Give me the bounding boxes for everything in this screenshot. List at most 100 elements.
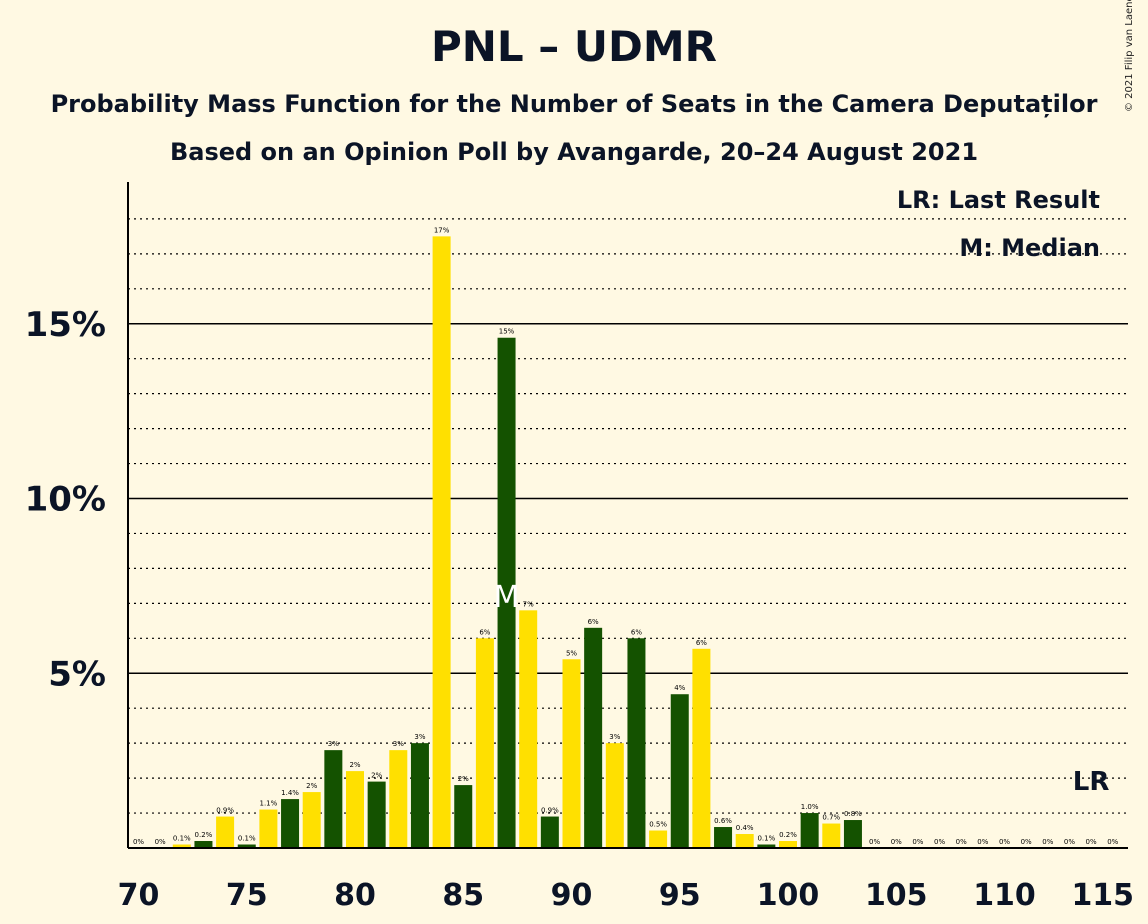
data-label: 0.1% [757,835,775,843]
bar-seat-74 [216,816,235,848]
data-label: 0.9% [541,807,559,815]
x-tick-label: 85 [442,878,484,913]
y-tick-label: 15% [25,305,106,345]
data-label: 17% [434,226,450,234]
data-label: 0% [869,838,880,846]
data-label: 0% [912,838,923,846]
bar-seat-97 [714,827,733,848]
data-label: 6% [479,628,490,636]
data-label: 7% [523,600,534,608]
x-tick-label: 90 [551,878,593,913]
data-label: 0% [977,838,988,846]
bar-seat-91 [584,627,603,848]
data-label: 3% [393,740,404,748]
bar-seat-85 [454,785,473,848]
data-label: 2% [306,782,317,790]
data-label: 0% [133,838,144,846]
chart-title: PNL – UDMR [430,22,718,71]
bar-seat-81 [367,781,386,848]
data-label: 0.7% [822,814,840,822]
data-label: 0% [1086,838,1097,846]
axes: 5% 10% 15% 70 75 80 85 90 95 100 105 110 115 [25,182,1134,913]
data-label: 4% [674,684,685,692]
bar-seat-94 [649,830,668,848]
data-label: 5% [566,649,577,657]
data-label: 3% [328,740,339,748]
bar-seat-82 [389,750,408,848]
data-label: 2% [458,775,469,783]
data-label: 0% [1042,838,1053,846]
data-label: 6% [588,618,599,626]
x-tick-label: 70 [118,878,160,913]
data-label: 0.6% [714,817,732,825]
x-tick-label: 100 [757,878,820,913]
data-label: 2% [371,772,382,780]
bar-seat-79 [324,750,343,848]
data-label: 1.1% [260,800,278,808]
y-tick-label: 5% [48,654,106,694]
data-label: 0.1% [238,835,256,843]
bar-seat-86 [475,638,494,848]
bar-seat-88 [519,610,538,848]
data-label: 0.4% [736,824,754,832]
data-label: 1.4% [281,789,299,797]
bar-seat-80 [346,771,364,848]
bar-seat-100 [779,841,797,848]
data-label: 0% [155,838,166,846]
legend-last-result: LR: Last Result [896,186,1100,214]
bar-seat-103 [843,820,862,848]
x-tick-label: 75 [226,878,268,913]
bar-seat-73 [194,841,213,848]
bar-seat-87 [497,337,516,848]
data-label: 0% [1107,838,1118,846]
data-label: 2% [349,761,360,769]
bar-seat-99 [757,844,776,848]
x-tick-label: 110 [973,878,1036,913]
chart-subtitle-source: Based on an Opinion Poll by Avangarde, 2… [169,138,979,166]
bar-seat-98 [735,834,754,848]
x-tick-label: 105 [865,878,928,913]
bar-seat-89 [540,816,559,848]
data-label: 0.1% [173,835,191,843]
data-label: 3% [414,733,425,741]
data-label: 6% [631,628,642,636]
bar-seat-76 [259,809,278,848]
x-tick-label: 115 [1071,878,1134,913]
bar-seat-78 [302,792,321,848]
bar-seat-84 [432,236,451,848]
data-label: 0.2% [779,831,797,839]
bar-seat-102 [822,823,841,848]
bar-seat-72 [172,844,191,848]
data-label: 3% [609,733,620,741]
x-tick-label: 95 [659,878,701,913]
data-label: 1.0% [801,803,819,811]
data-label: 0% [934,838,945,846]
data-label: 0% [1064,838,1075,846]
bar-seat-95 [670,694,689,848]
data-label: 0% [999,838,1010,846]
bar-seat-77 [281,799,300,848]
legend-median: M: Median [959,234,1100,262]
bars [172,236,862,848]
data-label: 0% [891,838,902,846]
data-label: 0.5% [649,821,667,829]
data-label: 15% [499,328,515,336]
bar-seat-93 [627,638,646,848]
data-label: 0.2% [195,831,213,839]
chart-subtitle: Probability Mass Function for the Number… [50,90,1098,118]
data-label: 0.8% [844,810,862,818]
x-tick-label: 80 [334,878,376,913]
median-marker: M [494,580,520,615]
data-label: 0.9% [216,807,234,815]
bar-seat-75 [237,844,256,848]
data-labels: 0% 0% 0.1% 0.2% 0.9% 0.1% 1.1%1.4% 2% 3% 2% 2% 3% 3%… [133,226,1119,846]
last-result-marker: LR [1073,767,1110,797]
bar-seat-90 [562,659,581,848]
bar-seat-83 [410,743,429,848]
bar-seat-96 [692,648,711,848]
data-label: 0% [1021,838,1032,846]
data-label: 0% [956,838,967,846]
y-tick-label: 10% [25,480,106,520]
data-label: 6% [696,639,707,647]
